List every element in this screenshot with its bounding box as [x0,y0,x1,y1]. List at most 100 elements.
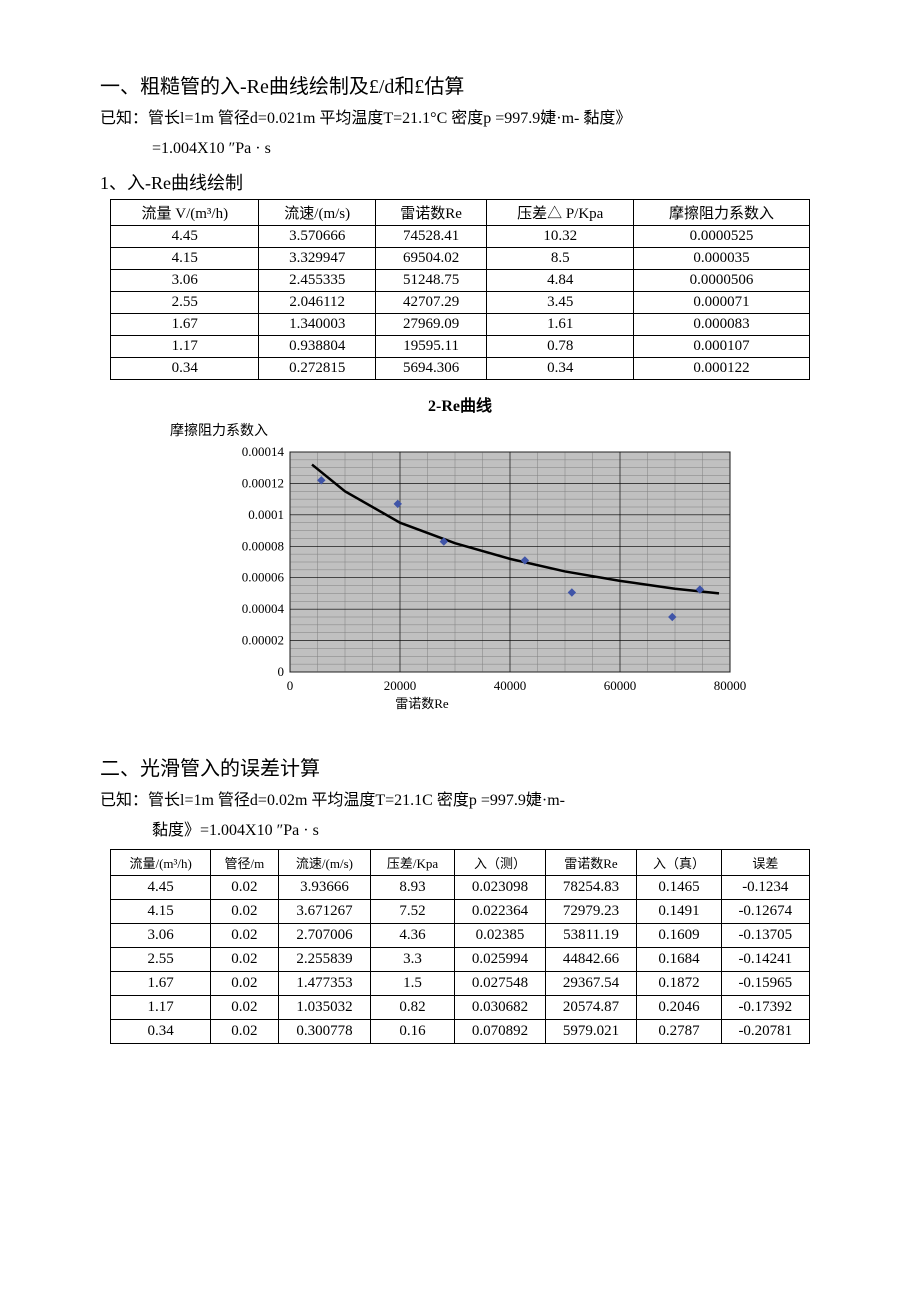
table-cell: 4.84 [487,270,634,292]
chart-y-title: 摩擦阻力系数入 [170,420,840,440]
table-cell: 0.022364 [455,900,546,924]
table-cell: 0.000071 [634,292,809,314]
table-row: 3.062.45533551248.754.840.0000506 [111,270,809,292]
table2-header: 入（真） [636,850,721,876]
table-row: 0.340.2728155694.3060.340.000122 [111,358,809,380]
table-cell: 1.67 [111,972,211,996]
table-cell: 0.34 [487,358,634,380]
table-cell: 0.02 [210,924,278,948]
table-cell: 0.02 [210,972,278,996]
table2-header: 入（测） [455,850,546,876]
table1-header: 雷诺数Re [376,200,487,226]
table-cell: 0.1609 [636,924,721,948]
table-cell: 27969.09 [376,314,487,336]
table1-header: 流速/(m/s) [259,200,376,226]
table-cell: 0.1465 [636,876,721,900]
table-cell: 42707.29 [376,292,487,314]
table-cell: 72979.23 [546,900,637,924]
chart-container: 摩擦阻力系数入 00.000020.000040.000060.000080.0… [80,420,840,722]
table-cell: 0.025994 [455,948,546,972]
section2-heading: 二、光滑管入的误差计算 [100,752,840,781]
svg-text:20000: 20000 [384,678,417,693]
table-cell: 0.070892 [455,1020,546,1044]
table2-header: 压差/Kpa [371,850,455,876]
table-cell: 3.93666 [278,876,370,900]
table2-header: 管径/m [210,850,278,876]
section1-given1: 已知：管长l=1m 管径d=0.021m 平均温度T=21.1°C 密度p =9… [100,107,840,131]
table-cell: 0.938804 [259,336,376,358]
section1-subheading: 1、入-Re曲线绘制 [100,169,840,195]
table-cell: 3.329947 [259,248,376,270]
table-cell: 0.02 [210,900,278,924]
section1-given2: =1.004X10 ″Pa · s [152,137,840,161]
table-cell: 2.55 [111,292,259,314]
table-cell: 3.06 [111,270,259,292]
table-cell: 4.45 [111,226,259,248]
table-row: 4.153.32994769504.028.50.000035 [111,248,809,270]
table-row: 2.550.022.2558393.30.02599444842.660.168… [111,948,809,972]
table-cell: -0.12674 [722,900,810,924]
table-cell: 4.15 [111,248,259,270]
table-cell: 74528.41 [376,226,487,248]
table-cell: 7.52 [371,900,455,924]
table-row: 1.170.93880419595.110.780.000107 [111,336,809,358]
table-cell: 0.34 [111,1020,211,1044]
table-cell: 0.16 [371,1020,455,1044]
table-cell: -0.13705 [722,924,810,948]
table-cell: 0.02 [210,996,278,1020]
table-cell: 51248.75 [376,270,487,292]
table1: 流量 V/(m³/h)流速/(m/s)雷诺数Re压差△ P/Kpa摩擦阻力系数入… [110,199,809,380]
table-row: 3.060.022.7070064.360.0238553811.190.160… [111,924,809,948]
table-row: 1.670.021.4773531.50.02754829367.540.187… [111,972,809,996]
table2-header: 流速/(m/s) [278,850,370,876]
table-cell: -0.1234 [722,876,810,900]
table-cell: 0.78 [487,336,634,358]
svg-text:0: 0 [278,664,285,679]
table-cell: 0.1684 [636,948,721,972]
svg-text:0.00004: 0.00004 [242,601,285,616]
table-row: 4.453.57066674528.4110.320.0000525 [111,226,809,248]
table-row: 4.450.023.936668.930.02309878254.830.146… [111,876,809,900]
table-cell: 0.02385 [455,924,546,948]
table-row: 1.671.34000327969.091.610.000083 [111,314,809,336]
svg-text:0: 0 [287,678,294,693]
table-cell: 3.06 [111,924,211,948]
svg-text:0.00006: 0.00006 [242,570,285,585]
table-cell: -0.17392 [722,996,810,1020]
table-cell: 3.570666 [259,226,376,248]
svg-text:0.00002: 0.00002 [242,633,284,648]
table-cell: 69504.02 [376,248,487,270]
table-row: 2.552.04611242707.293.450.000071 [111,292,809,314]
table-cell: 1.340003 [259,314,376,336]
table1-header: 摩擦阻力系数入 [634,200,809,226]
table-cell: 1.67 [111,314,259,336]
svg-text:0.00008: 0.00008 [242,538,284,553]
table-cell: 4.36 [371,924,455,948]
table-cell: 0.0000525 [634,226,809,248]
table-cell: -0.15965 [722,972,810,996]
table-cell: 8.93 [371,876,455,900]
table-cell: 0.02 [210,876,278,900]
table-cell: 3.45 [487,292,634,314]
table2-header: 误差 [722,850,810,876]
svg-text:40000: 40000 [494,678,527,693]
table-row: 1.170.021.0350320.820.03068220574.870.20… [111,996,809,1020]
table-cell: 0.030682 [455,996,546,1020]
table-cell: 0.272815 [259,358,376,380]
table-cell: 78254.83 [546,876,637,900]
table-cell: 5694.306 [376,358,487,380]
table-cell: 0.0000506 [634,270,809,292]
table-cell: 0.2787 [636,1020,721,1044]
table-cell: 5979.021 [546,1020,637,1044]
table-cell: 0.1491 [636,900,721,924]
table-cell: 1.17 [111,336,259,358]
table-cell: 1.5 [371,972,455,996]
table-cell: -0.20781 [722,1020,810,1044]
table-cell: 0.023098 [455,876,546,900]
table-cell: 20574.87 [546,996,637,1020]
table2: 流量/(m³/h)管径/m流速/(m/s)压差/Kpa入（测）雷诺数Re入（真）… [110,849,809,1044]
table-cell: 0.000122 [634,358,809,380]
table-cell: 0.2046 [636,996,721,1020]
table-cell: 0.000035 [634,248,809,270]
table-cell: 53811.19 [546,924,637,948]
